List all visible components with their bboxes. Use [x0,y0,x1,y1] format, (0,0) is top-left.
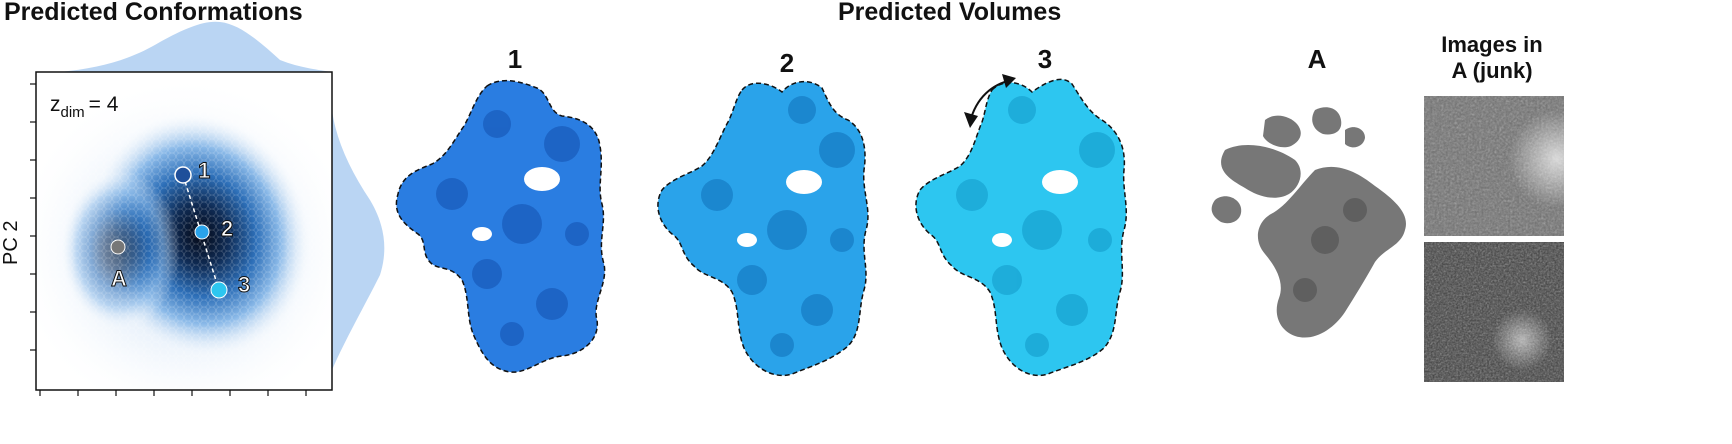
volume-2 [657,80,869,377]
volume-A [1211,107,1406,338]
volume-3 [915,74,1127,377]
right-marginal-histogram [332,110,385,370]
y-axis-label: PC 2 [0,220,22,265]
volume-label-2: 2 [779,48,795,78]
volume-1 [395,79,606,373]
point-1 [174,166,192,184]
images-panel-title: Images in A (junk) [1412,32,1572,85]
volume-label-A: A [1307,44,1327,74]
point-label-3: 3 [238,272,250,297]
junk-image-2 [1424,242,1564,382]
zdim-annotation: zdim = 4 [50,93,119,121]
center-heading: Predicted Volumes [838,0,1062,26]
images-panel-title-line1: Images in [1441,32,1543,57]
images-panel-title-line2: A (junk) [1451,58,1533,84]
volume-label-3: 3 [1037,44,1053,74]
point-label-2: 2 [221,216,233,241]
plot-frame [35,71,333,391]
point-2 [194,224,210,240]
point-label-1: 1 [198,158,210,183]
point-label-A: A [111,266,127,291]
point-3 [210,281,228,299]
top-marginal-histogram [60,21,332,72]
volume-label-1: 1 [507,44,523,74]
junk-image-1 [1424,96,1564,236]
point-A [110,239,126,255]
left-heading: Predicted Conformations [4,0,303,26]
conformation-plot: 1 2 3 A zdim = 4 [30,21,385,396]
trajectory-line [182,174,220,291]
